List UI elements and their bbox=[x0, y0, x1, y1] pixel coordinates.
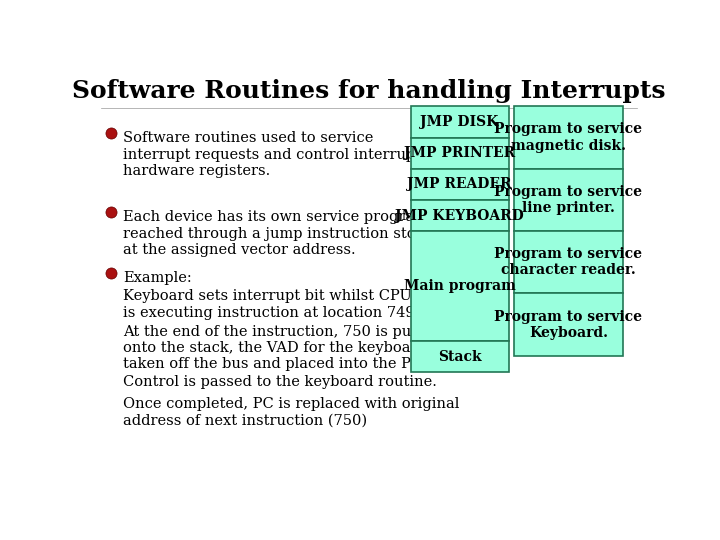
Text: JMP READER: JMP READER bbox=[408, 177, 512, 191]
Bar bbox=[411, 200, 508, 231]
Text: Keyboard sets interrupt bit whilst CPU
is executing instruction at location 749.: Keyboard sets interrupt bit whilst CPU i… bbox=[124, 289, 420, 320]
Text: Software Routines for handling Interrupts: Software Routines for handling Interrupt… bbox=[72, 79, 666, 103]
Text: Program to service
Keyboard.: Program to service Keyboard. bbox=[495, 309, 642, 340]
Text: Example:: Example: bbox=[124, 271, 192, 285]
Text: Stack: Stack bbox=[438, 350, 482, 364]
Text: JMP DISK: JMP DISK bbox=[420, 115, 499, 129]
Text: At the end of the instruction, 750 is pushed
onto the stack, the VAD for the key: At the end of the instruction, 750 is pu… bbox=[124, 325, 447, 371]
Bar bbox=[514, 294, 623, 356]
Bar bbox=[411, 341, 508, 373]
Bar bbox=[514, 106, 623, 168]
Text: Control is passed to the keyboard routine.: Control is passed to the keyboard routin… bbox=[124, 375, 437, 389]
Text: Program to service
magnetic disk.: Program to service magnetic disk. bbox=[495, 123, 642, 153]
Bar bbox=[514, 231, 623, 294]
Bar bbox=[411, 106, 508, 138]
Text: Each device has its own service program
reached through a jump instruction store: Each device has its own service program … bbox=[124, 210, 441, 256]
Bar bbox=[411, 138, 508, 168]
Text: Once completed, PC is replaced with original
address of next instruction (750): Once completed, PC is replaced with orig… bbox=[124, 397, 460, 428]
Bar bbox=[514, 168, 623, 231]
Text: Program to service
line printer.: Program to service line printer. bbox=[495, 185, 642, 215]
Text: JMP PRINTER: JMP PRINTER bbox=[404, 146, 516, 160]
Text: Main program: Main program bbox=[404, 279, 516, 293]
Bar bbox=[411, 168, 508, 200]
Text: Program to service
character reader.: Program to service character reader. bbox=[495, 247, 642, 278]
Bar bbox=[411, 231, 508, 341]
Text: Software routines used to service
interrupt requests and control interrupt
hardw: Software routines used to service interr… bbox=[124, 131, 422, 178]
Text: JMP KEYBOARD: JMP KEYBOARD bbox=[395, 208, 524, 222]
